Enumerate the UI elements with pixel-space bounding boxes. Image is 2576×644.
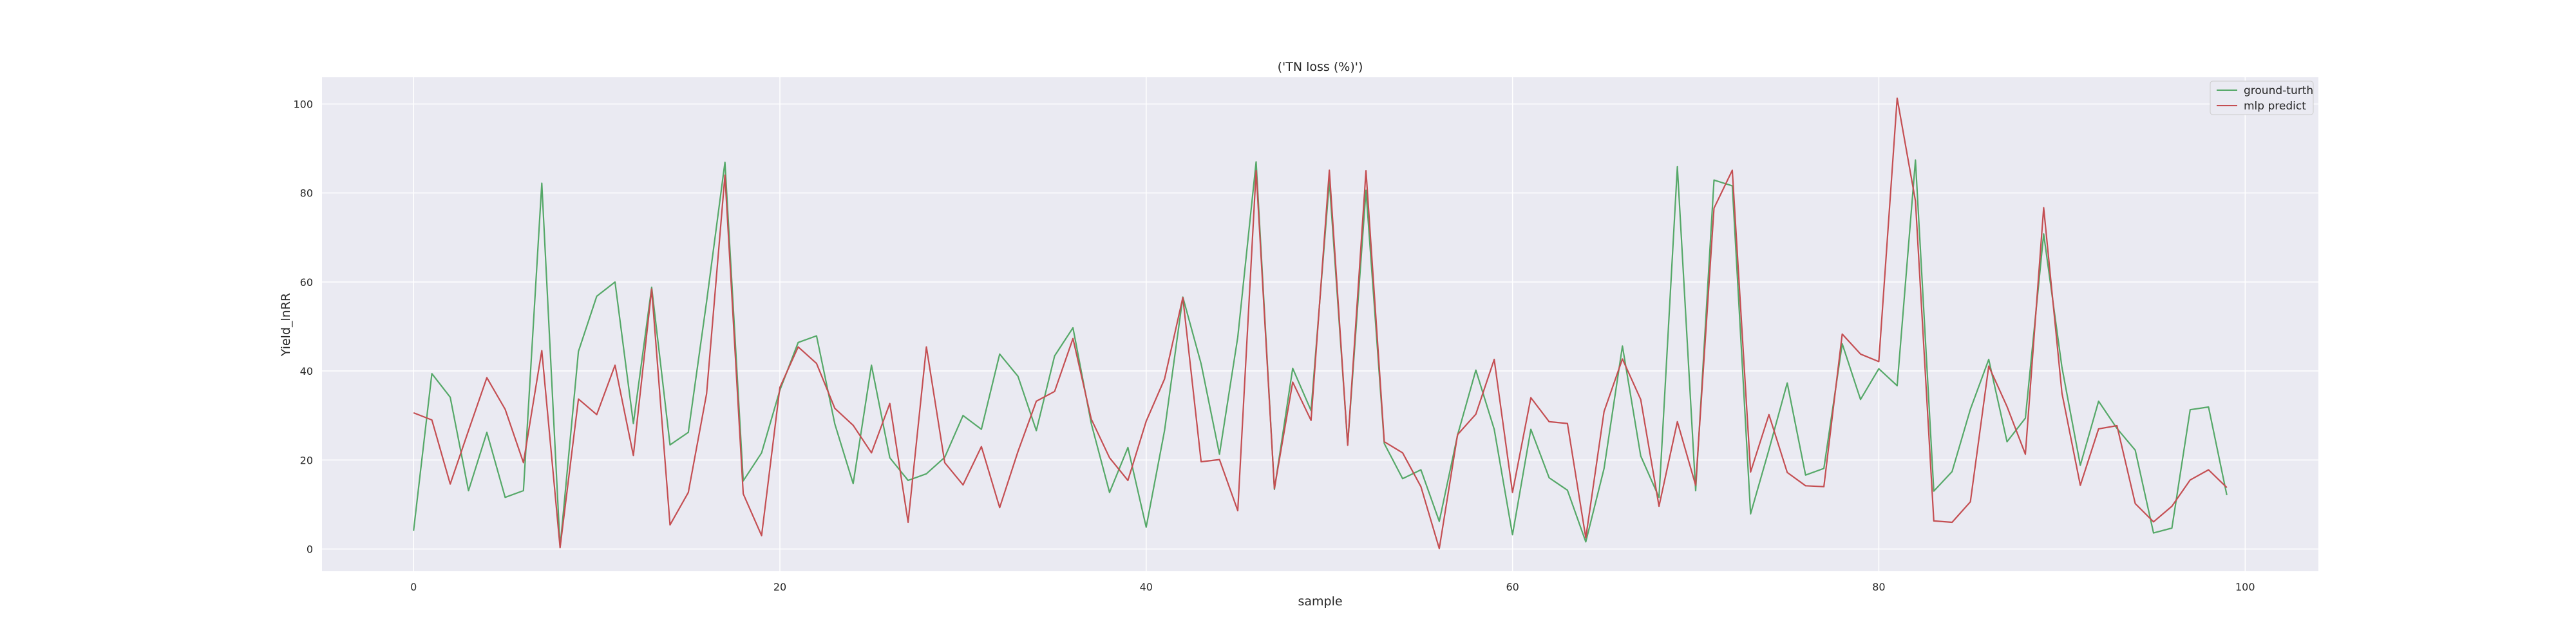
series-line-mlp-predict [413, 97, 2228, 549]
y-tick-label-40: 40 [300, 365, 313, 377]
x-tick-label-40: 40 [1140, 581, 1153, 593]
x-tick-label-0: 0 [410, 581, 417, 593]
x-tick-label-100: 100 [2235, 581, 2255, 593]
y-tick-label-60: 60 [300, 276, 313, 289]
legend-label-ground-turth: ground-turth [2244, 84, 2313, 97]
y-tick-labels: 0 20 40 60 80 100 [293, 98, 313, 555]
x-tick-labels: 0 20 40 60 80 100 [410, 581, 2255, 593]
x-tick-label-60: 60 [1506, 581, 1519, 593]
y-tick-label-20: 20 [300, 454, 313, 466]
x-tick-label-20: 20 [773, 581, 786, 593]
y-tick-label-80: 80 [300, 187, 313, 200]
legend-label-mlp-predict: mlp predict [2244, 100, 2306, 113]
series-lines [413, 97, 2228, 549]
chart-title: ('TN loss (%)') [1278, 60, 1363, 74]
plot-background [322, 77, 2318, 571]
legend: ground-turth mlp predict [2210, 80, 2314, 115]
y-tick-label-100: 100 [293, 98, 313, 110]
y-tick-label-0: 0 [307, 543, 313, 555]
grid [322, 77, 2318, 571]
x-axis-label: sample [1298, 594, 1342, 609]
y-axis-label: Yield_lnRR [279, 293, 293, 357]
x-tick-label-80: 80 [1872, 581, 1885, 593]
